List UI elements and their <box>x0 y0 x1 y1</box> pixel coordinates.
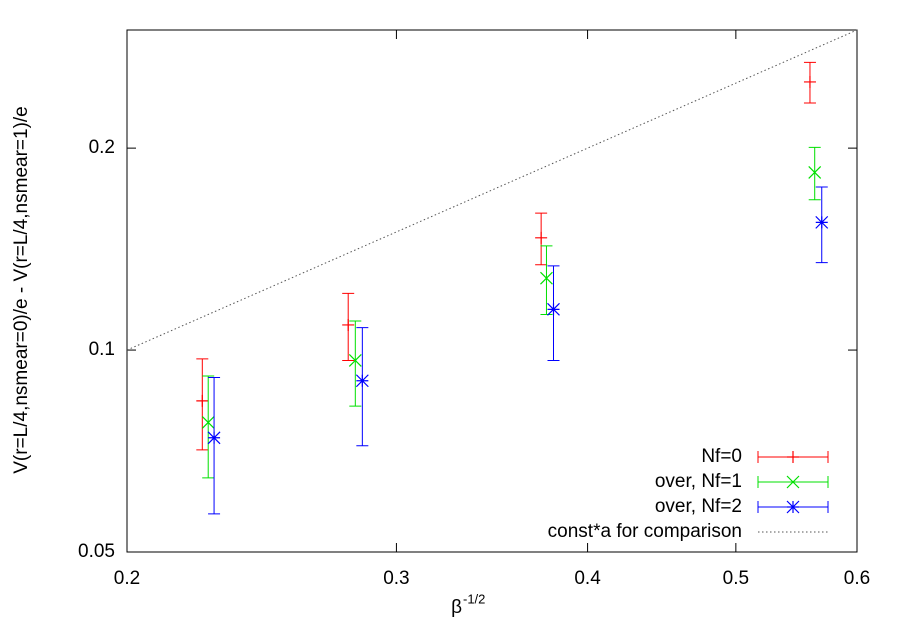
error-bar <box>540 245 553 315</box>
x-tick-label: 0.3 <box>383 568 409 589</box>
point-marker <box>540 271 553 285</box>
x-tick-label: 0.5 <box>723 568 749 589</box>
error-bar <box>349 320 362 407</box>
legend-label: over, Nf=1 <box>655 471 742 492</box>
legend-label: const*a for comparison <box>548 521 742 542</box>
point-marker <box>547 302 560 316</box>
point-marker <box>196 394 209 407</box>
y-tick-label: 0.2 <box>89 137 115 158</box>
legend-label: over, Nf=2 <box>655 496 742 517</box>
point-marker <box>207 431 221 445</box>
point-marker <box>355 374 369 388</box>
plot-frame <box>126 29 858 553</box>
y-tick-label: 0.1 <box>89 339 115 360</box>
point-marker <box>803 75 816 88</box>
x-axis-label: β <box>451 597 462 618</box>
point-marker <box>808 165 822 179</box>
error-bar <box>808 146 821 201</box>
y-axis-label: V(r=L/4,nsmear=0)/e - V(r=L/4,nsmear=1)/… <box>11 106 32 474</box>
point-marker <box>815 215 829 229</box>
error-bar <box>202 375 215 479</box>
x-tick-label: 0.2 <box>114 568 140 589</box>
point-marker <box>348 354 362 367</box>
point-marker <box>535 231 548 244</box>
x-tick-label: 0.6 <box>844 568 870 589</box>
x-axis-label-superscript: -1/2 <box>463 591 485 606</box>
point-marker <box>342 318 355 331</box>
y-tick-label: 0.05 <box>78 541 115 562</box>
x-tick-label: 0.4 <box>574 568 601 589</box>
point-marker <box>786 475 800 489</box>
point-marker <box>201 416 215 429</box>
error-bar <box>208 377 221 515</box>
comparison-line <box>126 29 858 351</box>
legend-label: Nf=0 <box>701 446 742 467</box>
point-marker <box>786 500 800 514</box>
point-marker <box>787 451 799 463</box>
